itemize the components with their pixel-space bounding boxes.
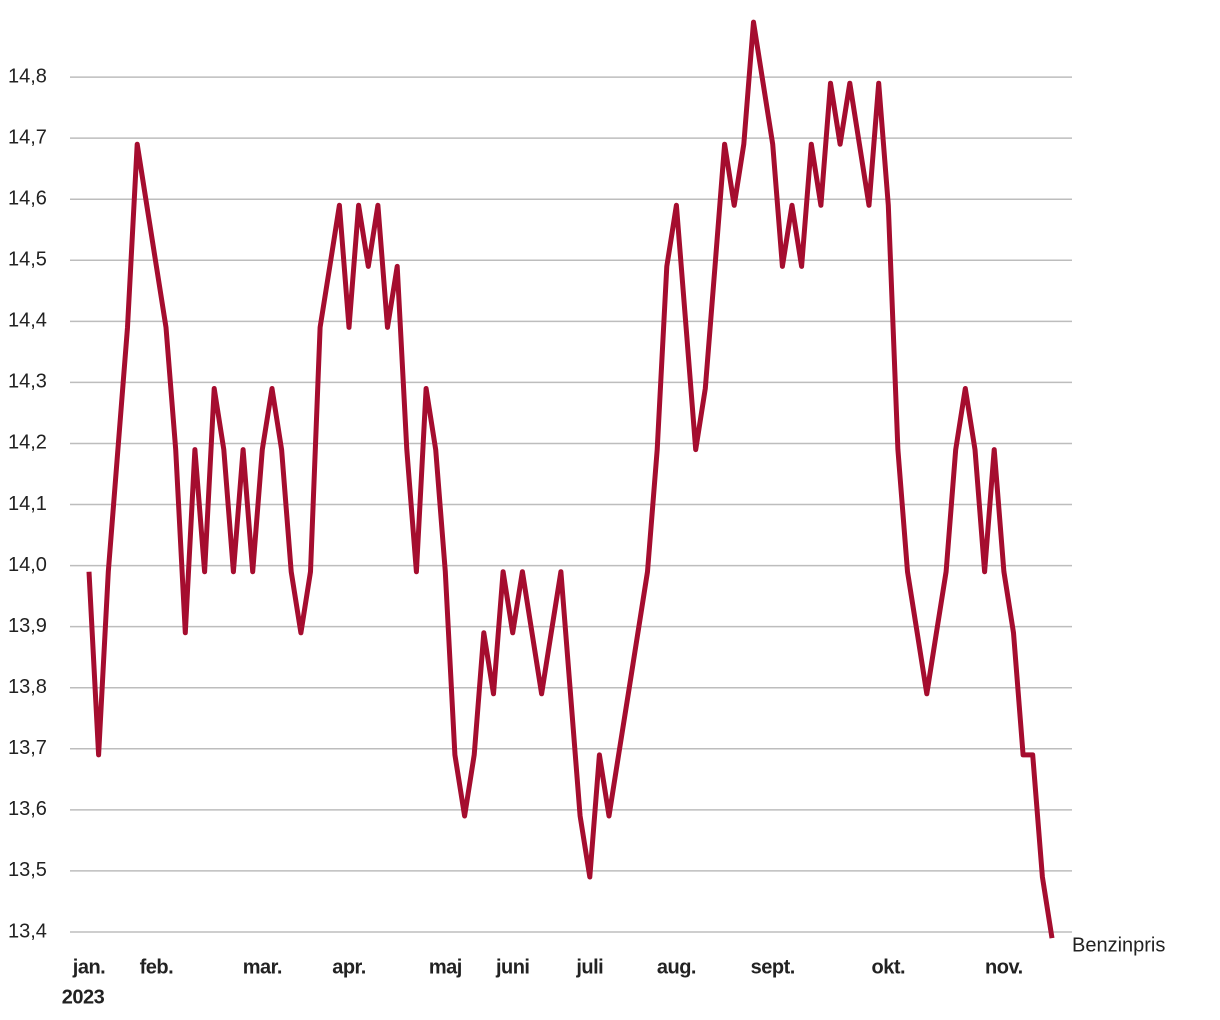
x-tick-label: aug. (657, 956, 696, 978)
x-year-label: 2023 (62, 986, 105, 1008)
x-tick-label: juni (495, 956, 530, 978)
x-tick-label: mar. (243, 956, 282, 978)
series-label: Benzinpris (1072, 934, 1165, 956)
y-tick-label: 14,3 (8, 371, 47, 393)
y-tick-label: 13,6 (8, 798, 47, 820)
y-tick-label: 14,6 (8, 187, 47, 209)
y-tick-label: 14,4 (8, 310, 47, 332)
x-tick-label: okt. (872, 956, 906, 978)
y-tick-label: 13,7 (8, 737, 47, 759)
y-tick-label: 13,4 (8, 920, 47, 942)
y-tick-label: 14,1 (8, 493, 47, 515)
x-tick-label: juli (575, 956, 603, 978)
line (86, 19, 1055, 939)
y-tick-label: 13,5 (8, 859, 47, 881)
x-tick-label: nov. (985, 956, 1023, 978)
y-tick-label: 13,8 (8, 676, 47, 698)
y-tick-label: 14,2 (8, 432, 47, 454)
x-tick-label: feb. (140, 956, 174, 978)
x-tick-label: maj (429, 956, 462, 978)
x-tick-label: sept. (751, 956, 795, 978)
y-tick-label: 14,8 (8, 65, 47, 87)
y-tick-label: 14,7 (8, 126, 47, 148)
x-tick-label: jan. (72, 956, 105, 978)
x-tick-label: apr. (332, 956, 366, 978)
y-tick-label: 14,5 (8, 249, 47, 271)
y-tick-label: 13,9 (8, 615, 47, 637)
y-tick-label: 14,0 (8, 554, 47, 576)
